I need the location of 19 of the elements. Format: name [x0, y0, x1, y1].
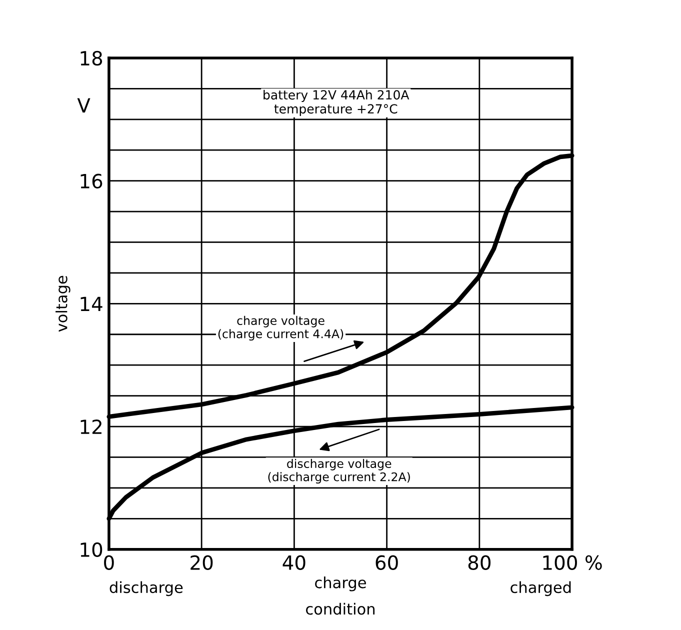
x-tick-label: 20 [190, 555, 213, 570]
text: charged [510, 581, 571, 596]
x-tick-label: 60 [376, 555, 398, 570]
x-tick-label: 0 [104, 555, 114, 570]
x-tick-label: 40 [282, 555, 306, 570]
annotation: discharge voltage (discharge current 2.2A) [268, 458, 410, 484]
y-tick-label: 14 [80, 296, 102, 312]
y-tick-label: 12 [80, 419, 102, 434]
x-tick-label: 80 [468, 555, 491, 570]
y-axis-title: voltage [56, 276, 70, 332]
x-axis-title: charge condition [306, 576, 375, 615]
y-tick-label: 18 [80, 50, 102, 66]
y-tick-label: 10 [80, 542, 102, 558]
x-tick-label: 100 % [543, 555, 602, 570]
text: V [77, 98, 90, 112]
text: discharge [110, 581, 183, 596]
annotation: charge voltage (charge current 4.4A) [218, 316, 344, 341]
annotation: battery 12V 44Ah 210A temperature +27°C [264, 90, 410, 116]
y-tick-label: 16 [80, 174, 102, 188]
